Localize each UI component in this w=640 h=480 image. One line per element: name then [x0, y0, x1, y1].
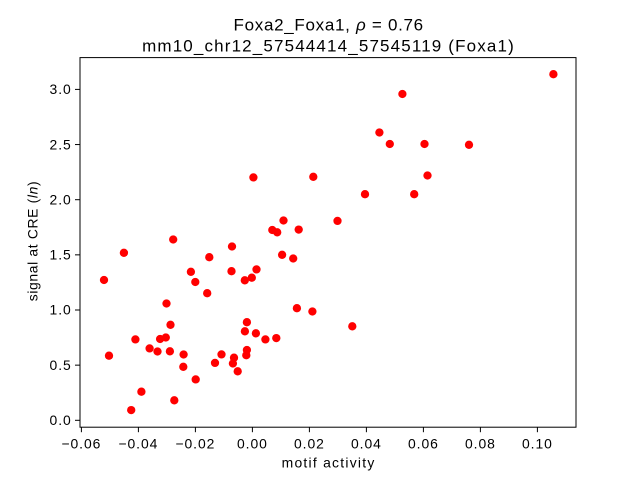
svg-text:0.04: 0.04	[351, 436, 382, 452]
svg-text:0.06: 0.06	[408, 436, 439, 452]
svg-text:1.5: 1.5	[50, 247, 72, 263]
svg-text:0.00: 0.00	[237, 436, 268, 452]
svg-text:−0.04: −0.04	[118, 436, 158, 452]
svg-text:−0.06: −0.06	[61, 436, 101, 452]
svg-text:3.0: 3.0	[50, 81, 72, 97]
svg-text:2.5: 2.5	[50, 136, 72, 152]
svg-text:mm10_chr12_57544414_57545119 (: mm10_chr12_57544414_57545119 (Foxa1)	[142, 37, 515, 56]
svg-text:signal at CRE (ln): signal at CRE (ln)	[25, 181, 41, 302]
svg-text:−0.02: −0.02	[175, 436, 215, 452]
svg-text:0.5: 0.5	[50, 357, 72, 373]
svg-text:0.10: 0.10	[522, 436, 553, 452]
svg-text:Foxa2_Foxa1, ρ = 0.76: Foxa2_Foxa1, ρ = 0.76	[234, 16, 424, 35]
svg-text:1.0: 1.0	[50, 302, 72, 318]
svg-text:motif activity: motif activity	[282, 455, 376, 471]
svg-text:0.02: 0.02	[294, 436, 325, 452]
svg-text:2.0: 2.0	[50, 191, 72, 207]
svg-text:0.0: 0.0	[50, 412, 72, 428]
svg-text:0.08: 0.08	[465, 436, 496, 452]
